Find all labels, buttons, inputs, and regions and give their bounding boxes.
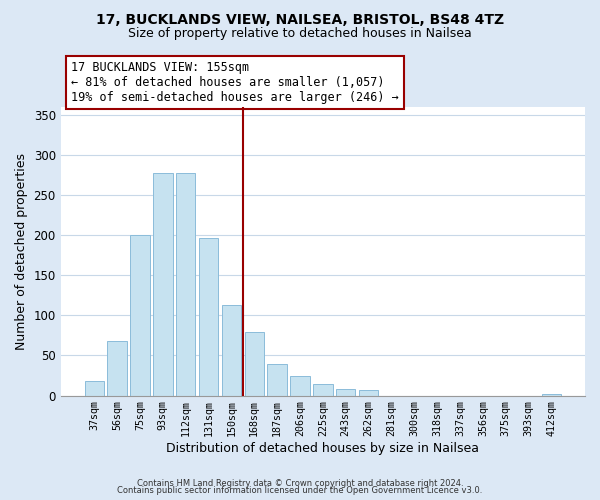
Bar: [153, 174, 173, 396]
Y-axis label: Number of detached properties: Number of detached properties: [15, 152, 28, 350]
X-axis label: Distribution of detached houses by size in Nailsea: Distribution of detached houses by size …: [166, 442, 479, 455]
Bar: [268, 364, 287, 396]
Bar: [313, 384, 332, 396]
Bar: [130, 235, 149, 396]
Bar: [542, 394, 561, 396]
Text: 17 BUCKLANDS VIEW: 155sqm
← 81% of detached houses are smaller (1,057)
19% of se: 17 BUCKLANDS VIEW: 155sqm ← 81% of detac…: [71, 61, 399, 104]
Bar: [199, 238, 218, 396]
Bar: [359, 390, 378, 396]
Bar: [176, 174, 196, 396]
Bar: [221, 305, 241, 396]
Bar: [336, 389, 355, 396]
Bar: [107, 341, 127, 396]
Text: Contains public sector information licensed under the Open Government Licence v3: Contains public sector information licen…: [118, 486, 482, 495]
Text: Size of property relative to detached houses in Nailsea: Size of property relative to detached ho…: [128, 28, 472, 40]
Text: 17, BUCKLANDS VIEW, NAILSEA, BRISTOL, BS48 4TZ: 17, BUCKLANDS VIEW, NAILSEA, BRISTOL, BS…: [96, 12, 504, 26]
Bar: [245, 332, 264, 396]
Bar: [290, 376, 310, 396]
Bar: [85, 381, 104, 396]
Text: Contains HM Land Registry data © Crown copyright and database right 2024.: Contains HM Land Registry data © Crown c…: [137, 478, 463, 488]
